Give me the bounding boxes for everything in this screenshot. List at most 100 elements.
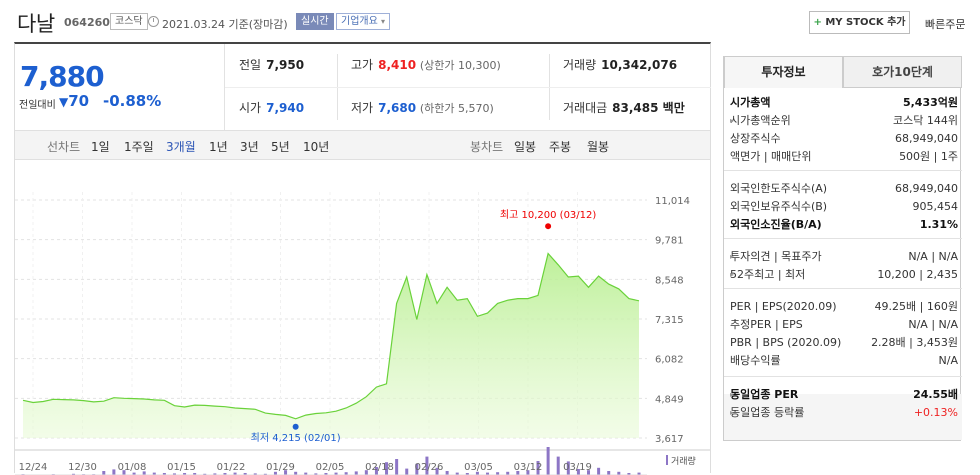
section-divider [724,170,962,171]
info-value: N/A | N/A [908,248,958,266]
x-tick-label: 02/26 [415,462,444,473]
info-row: 동일업종 등락률 ▸+0.13% [730,404,958,422]
tab-daily[interactable]: 일봉 [514,138,536,155]
tab-1d[interactable]: 1일 [91,138,110,155]
caret-right-icon: ▸ [730,112,734,130]
info-key: 배당수익률 [730,352,781,370]
change-rate: -0.88% [103,92,161,110]
section-divider [724,376,962,377]
realtime-button[interactable]: 실시간 [296,13,334,30]
corp-info-label: 기업개요 [341,16,378,27]
current-price: 7,880 [20,60,104,93]
info-row: 52주최고 | 최저 ▸10,200 | 2,435 [730,266,958,284]
tab-1y[interactable]: 1년 [209,138,228,155]
info-key: 상장주식수 [730,130,781,148]
volume-legend: 거래량 [671,455,696,467]
high-label: 고가 [351,58,373,72]
info-row: 동일업종 PER ▸24.55배 [730,386,958,404]
right-tabs: 투자정보 호가10단계 [724,56,962,88]
price-area [23,254,639,439]
info-key[interactable]: 동일업종 PER [730,386,798,404]
info-row: 시가총액순위 ▸ 코스닥 144위 [730,112,958,130]
amount-cell: 거래대금 83,485 백만 [549,87,711,130]
info-key[interactable]: 시가총액순위 [730,112,791,130]
info-key[interactable]: 투자의견 | 목표주가 [730,248,822,266]
info-row: 투자의견 | 목표주가 ▸N/A | N/A [730,248,958,266]
info-value: 68,949,040 [895,180,958,198]
line-chart-label: 선차트 [47,138,80,155]
tab-quote-10[interactable]: 호가10단계 [843,56,962,88]
y-tick-label: 6,082 [655,355,684,366]
info-value: N/A [939,352,958,370]
change-value: 70 [68,92,89,110]
x-tick-label: 03/12 [514,462,543,473]
price-box: 7,880 전일대비 ▼70 -0.88% [15,44,225,130]
volume-bar [112,469,115,475]
stock-code: 064260 [64,16,110,29]
info-key[interactable]: 52주최고 | 최저 [730,266,805,284]
info-key: 외국인보유주식수(B) [730,198,827,216]
info-value: 2.28배 | 3,453원 [871,334,958,352]
section-divider [724,288,962,289]
amount-value: 83,485 백만 [612,101,685,115]
info-row: 액면가 | 매매단위 500원 | 1주 [730,148,958,166]
mystock-add-button[interactable]: + MY STOCK 추가 [809,11,910,34]
tab-weekly[interactable]: 주봉 [549,138,571,155]
volume-bar [547,447,550,475]
tab-10y[interactable]: 10년 [303,138,329,155]
info-value: 24.55배 [913,386,958,404]
prev-close-label: 전일 [239,58,261,72]
x-tick-label: 02/05 [316,462,345,473]
volume-bar [102,471,105,475]
info-key: 시가총액 [730,94,770,112]
quick-order-link[interactable]: 빠른주문 [925,16,965,32]
info-value: 5,433억원 [903,94,958,112]
info-row: 외국인한도주식수(A)68,949,040 [730,180,958,198]
tab-3y[interactable]: 3년 [240,138,259,155]
open-value: 7,940 [266,101,304,115]
info-row: 외국인소진율(B/A)1.31% [730,216,958,234]
section-divider [724,238,962,239]
max-label: 최고 10,200 (03/12) [500,209,596,221]
info-value: 500원 | 1주 [899,148,958,166]
prev-close-cell: 전일 7,950 [225,44,337,87]
lower-limit: (하한가 5,570) [420,102,494,115]
amount-label: 거래대금 [563,101,607,115]
info-key: PER | EPS(2020.09) [730,298,837,316]
prev-label: 전일대비 [19,96,56,111]
open-cell: 시가 7,940 [225,87,337,130]
info-row: 외국인보유주식수(B)905,454 [730,198,958,216]
tab-monthly[interactable]: 월봉 [587,138,609,155]
company-name: 다날 [17,8,55,38]
chevron-down-icon: ▾ [381,17,385,26]
volume-bar [557,457,560,475]
info-key[interactable]: 동일업종 등락률 [730,404,804,422]
down-triangle-icon: ▼ [59,95,68,109]
x-tick-label: 12/30 [68,462,97,473]
corp-info-dropdown[interactable]: 기업개요 ▾ [336,13,390,30]
info-value: 68,949,040 [895,130,958,148]
x-tick-label: 01/08 [118,462,147,473]
price-change: ▼70 [59,92,89,110]
info-value: 코스닥 144위 [893,112,958,130]
tab-invest-info[interactable]: 투자정보 [724,56,843,88]
tab-5y[interactable]: 5년 [271,138,290,155]
candle-chart-label: 봉차트 [470,138,503,155]
volume-bar [597,468,600,475]
low-label: 저가 [351,101,373,115]
y-tick-label: 7,315 [655,315,684,326]
tab-3m[interactable]: 3개월 [166,138,196,155]
prev-close-value: 7,950 [266,58,304,72]
open-label: 시가 [239,101,261,115]
info-key: 액면가 | 매매단위 [730,148,812,166]
info-key: 추정PER | EPS [730,316,803,334]
y-tick-label: 9,781 [655,236,684,247]
volume-bar [446,471,449,475]
tab-1w[interactable]: 1주일 [124,138,154,155]
